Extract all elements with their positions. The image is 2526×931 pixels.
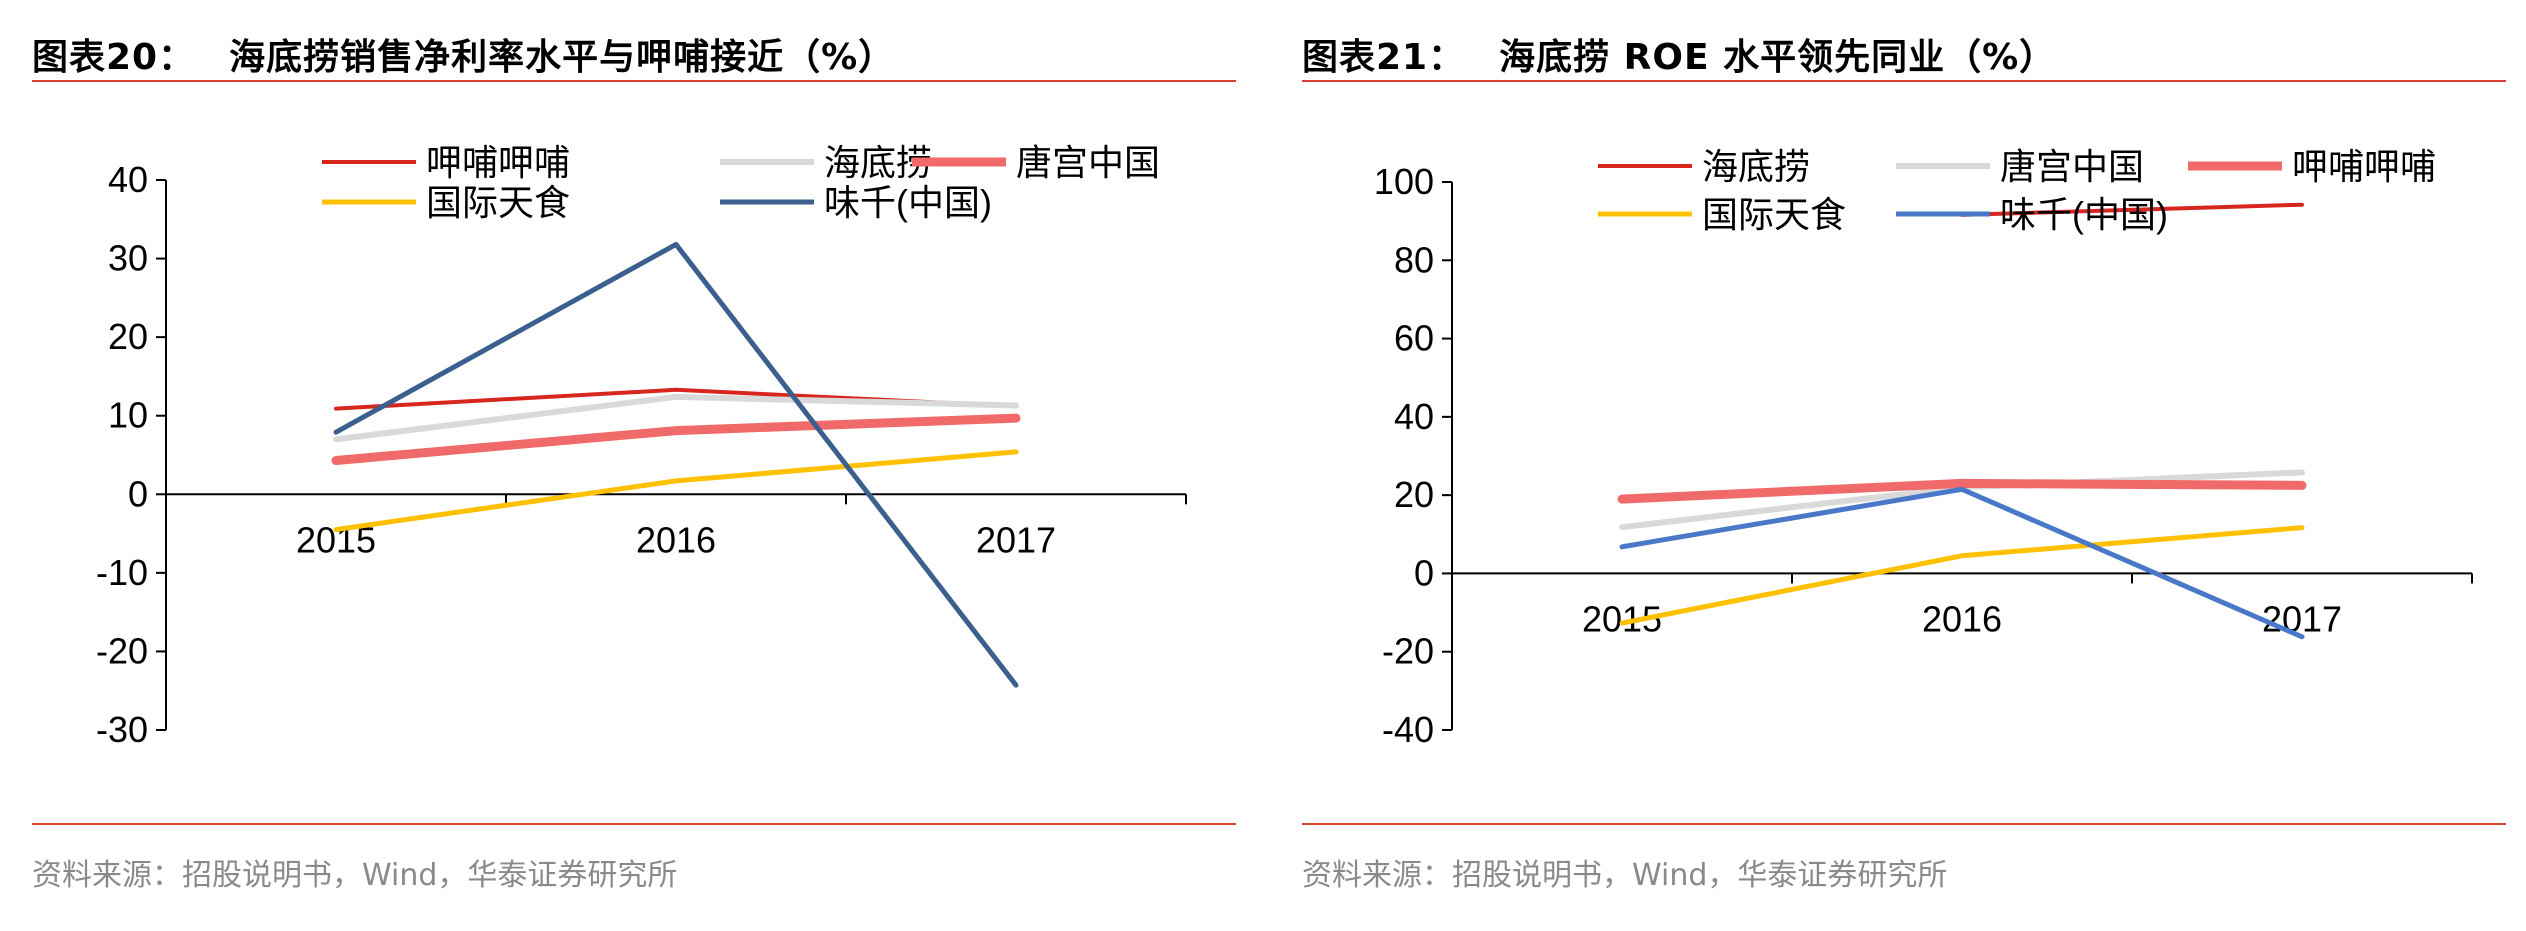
legend-label: 呷哺呷哺	[426, 142, 570, 183]
y-tick-label: -20	[96, 630, 148, 671]
chart-title: 图表21： 海底捞 ROE 水平领先同业（%）	[1302, 28, 2056, 80]
left-panel: 图表20： 海底捞销售净利率水平与呷哺接近（%） 40 30 20 10 0 -10 -20 -…	[32, 0, 1272, 931]
y-tick-label: 0	[1414, 552, 1434, 593]
y-tick-label: 20	[108, 316, 148, 357]
x-tick-label: 2017	[976, 519, 1056, 560]
series-line	[1619, 486, 2305, 640]
series-line	[1619, 525, 2305, 626]
legend-label: 海底捞	[1702, 146, 1810, 187]
chart-title: 图表20： 海底捞销售净利率水平与呷哺接近（%）	[32, 28, 895, 80]
y-tick-label: 30	[108, 238, 148, 279]
legend-label: 唐宫中国	[1016, 142, 1160, 183]
series-line	[333, 241, 1019, 688]
x-tick-label: 2016	[636, 519, 716, 560]
y-tick-label: 100	[1374, 161, 1434, 202]
figure-number: 图表21：	[1302, 37, 1466, 78]
legend-label: 呷哺呷哺	[2292, 146, 2436, 187]
series-line	[331, 413, 1021, 465]
y-tick-label: 10	[108, 395, 148, 436]
y-tick-label: 80	[1394, 239, 1434, 280]
y-tick-label: 60	[1394, 318, 1434, 359]
series-line	[1960, 202, 2304, 217]
right-panel: 图表21： 海底捞 ROE 水平领先同业（%） 100 80 60 40 20 0 -20 -4…	[1302, 0, 2526, 931]
series-line	[1617, 478, 2307, 504]
y-tick-label: -10	[96, 552, 148, 593]
y-tick-label: -30	[96, 709, 148, 750]
title-divider	[1302, 80, 2506, 82]
y-tick-label: 0	[128, 473, 148, 514]
series-line	[333, 393, 1019, 443]
title-divider	[32, 80, 1236, 82]
x-tick-label: 2016	[1922, 598, 2002, 639]
y-tick-label: -40	[1382, 709, 1434, 750]
figure-number: 图表20：	[32, 37, 196, 78]
figure-title-text: 海底捞销售净利率水平与呷哺接近（%）	[229, 37, 896, 78]
source-divider	[32, 823, 1236, 825]
legend-label: 味千(中国)	[2000, 194, 2168, 235]
legend-label: 国际天食	[1702, 194, 1846, 235]
x-tick-label: 2017	[2262, 598, 2342, 639]
y-tick-label: -20	[1382, 631, 1434, 672]
legend-label: 唐宫中国	[2000, 146, 2144, 187]
source-note: 资料来源：招股说明书，Wind，华泰证券研究所	[32, 858, 678, 893]
legend-label: 味千(中国)	[824, 182, 992, 223]
figure-title-text: 海底捞 ROE 水平领先同业（%）	[1499, 37, 2057, 78]
y-tick-label: 40	[1394, 396, 1434, 437]
series-line	[333, 449, 1019, 533]
source-note: 资料来源：招股说明书，Wind，华泰证券研究所	[1302, 858, 1948, 893]
source-divider	[1302, 823, 2506, 825]
y-tick-label: 40	[108, 159, 148, 200]
y-tick-label: 20	[1394, 474, 1434, 515]
legend-label: 国际天食	[426, 182, 570, 223]
